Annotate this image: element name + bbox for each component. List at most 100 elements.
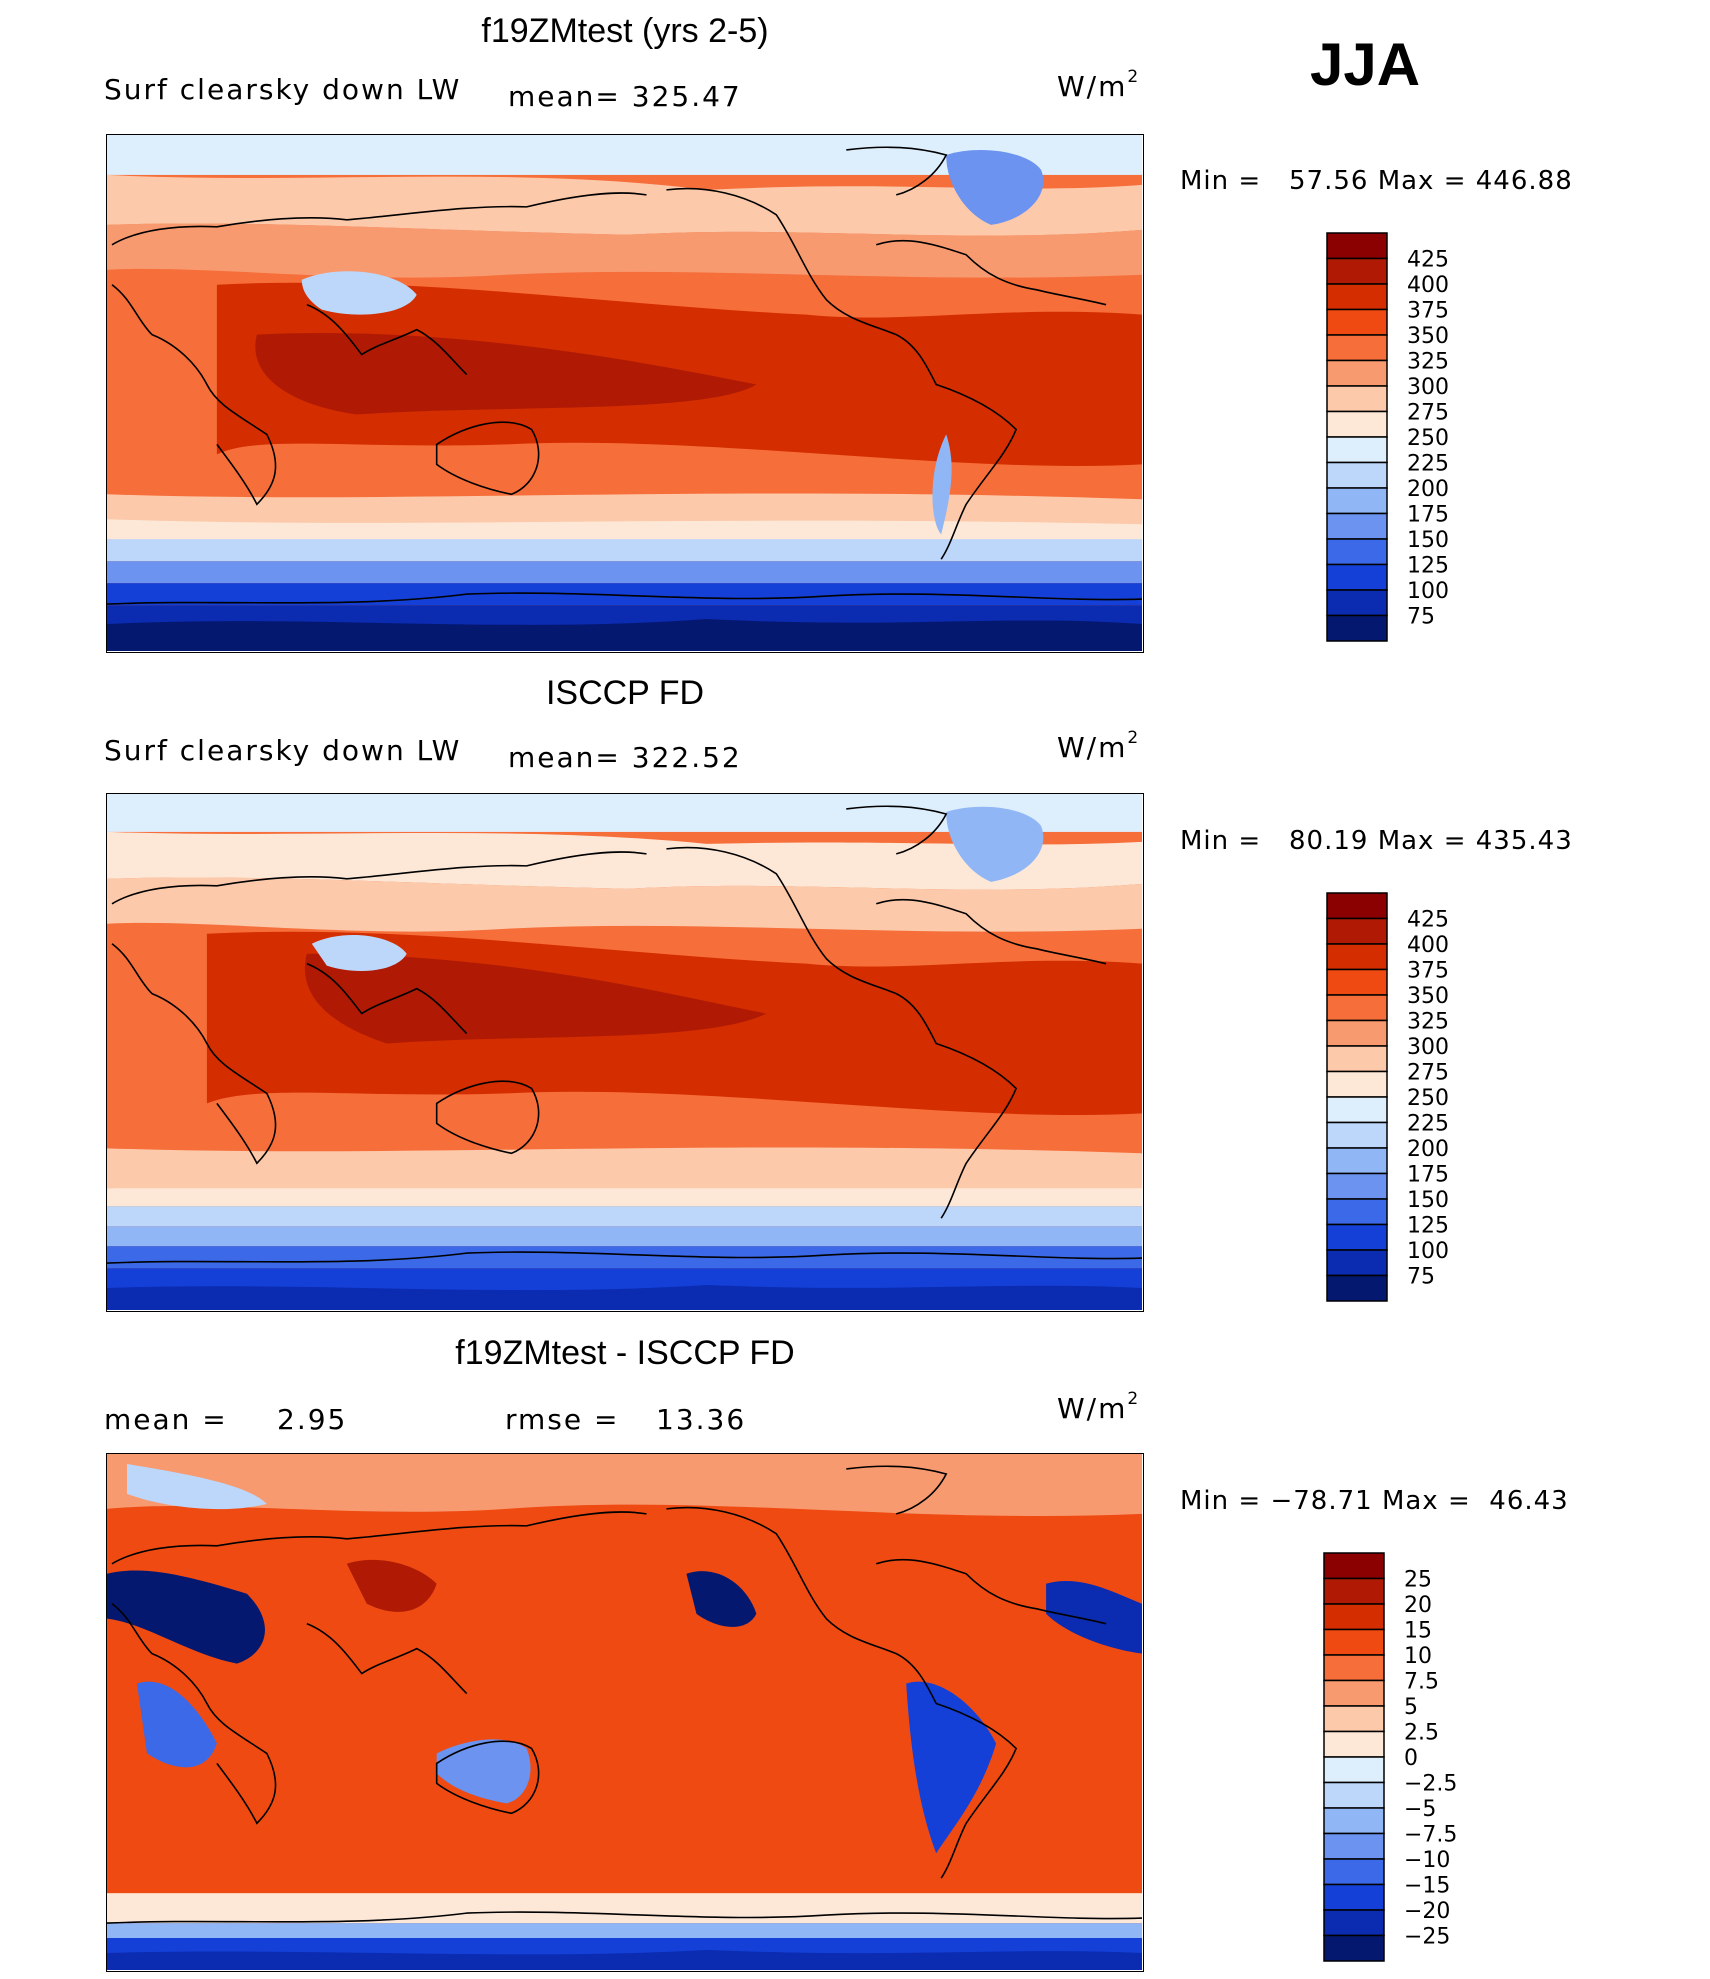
colorbar-tick-label: 150 bbox=[1407, 1188, 1449, 1213]
colorbar-box bbox=[1323, 1858, 1385, 1886]
colorbar-box bbox=[1326, 436, 1388, 464]
panel3-map-svg bbox=[107, 1454, 1142, 1970]
colorbar-box bbox=[1323, 1730, 1385, 1758]
colorbar-tick-label: 100 bbox=[1407, 579, 1449, 604]
colorbar-tick-label: 250 bbox=[1407, 1086, 1449, 1111]
panel3-rmse-value: 13.36 bbox=[656, 1403, 747, 1436]
warm-pool bbox=[304, 953, 767, 1044]
units-text: W/m bbox=[1057, 731, 1128, 764]
band-south-light bbox=[107, 539, 1142, 562]
coastlines bbox=[107, 805, 1142, 1264]
colorbar-box bbox=[1326, 359, 1388, 387]
colorbar-box bbox=[1326, 994, 1388, 1022]
band-south-pale bbox=[107, 1188, 1142, 1207]
colorbar-tick-label: 75 bbox=[1407, 1265, 1435, 1290]
colorbar-tick-label: 75 bbox=[1407, 605, 1435, 630]
band-north-warm bbox=[107, 223, 1142, 278]
band-south-pale bbox=[107, 519, 1142, 545]
panel3-title: f19ZMtest - ISCCP FD bbox=[455, 1334, 795, 1372]
panel2-units: W/m2 bbox=[1057, 727, 1139, 764]
coast-australia bbox=[435, 1080, 540, 1155]
patch-south-america-cold bbox=[906, 1681, 997, 1854]
panel1-max-value: 446.88 bbox=[1475, 166, 1573, 196]
band-south-light bbox=[107, 1206, 1142, 1227]
panel3-min-value: −78.71 bbox=[1270, 1486, 1373, 1516]
band-south-blue bbox=[107, 1246, 1142, 1269]
colorbar-tick-label: 175 bbox=[1407, 503, 1449, 528]
colorbar-tick-label: 10 bbox=[1404, 1644, 1432, 1669]
coast-north-america-east bbox=[876, 1558, 1107, 1625]
colorbar-box bbox=[1326, 410, 1388, 438]
panel3-map bbox=[106, 1453, 1144, 1972]
tibet-cold bbox=[311, 935, 407, 972]
coast-antarctica bbox=[107, 1911, 1142, 1924]
patch-australia-cold bbox=[436, 1739, 531, 1804]
coast-south-asia bbox=[306, 303, 468, 376]
coast-eurasia-north bbox=[111, 851, 647, 905]
panel3-minmax: Min = −78.71 Max = 46.43 bbox=[1180, 1486, 1569, 1516]
panel2-minmax: Min = 80.19 Max = 435.43 bbox=[1180, 826, 1573, 856]
coast-arctic-islands bbox=[846, 1465, 948, 1515]
coast-south-asia bbox=[306, 962, 468, 1035]
band-south-light bbox=[107, 1923, 1142, 1939]
units-text: W/m bbox=[1057, 70, 1128, 103]
panel1-map-svg bbox=[107, 135, 1142, 651]
panel3-max-value: 46.43 bbox=[1489, 1486, 1569, 1516]
colorbar-box bbox=[1323, 1883, 1385, 1911]
coast-north-america-east bbox=[876, 239, 1107, 306]
coastlines bbox=[107, 1465, 1142, 1924]
colorbar-box bbox=[1326, 1274, 1388, 1302]
colorbar-tick-label: 375 bbox=[1407, 959, 1449, 984]
colorbar-tick-label: 350 bbox=[1407, 324, 1449, 349]
colorbar-box bbox=[1323, 1756, 1385, 1784]
colorbar-box bbox=[1323, 1807, 1385, 1835]
coast-south-america bbox=[895, 1652, 1018, 1879]
coast-south-asia bbox=[306, 1622, 468, 1695]
colorbar-box bbox=[1326, 1172, 1388, 1200]
colorbar-box bbox=[1326, 1198, 1388, 1226]
colorbar-box bbox=[1326, 257, 1388, 285]
panel2-colorbar: 425 400 375 350 325 300 275 250 225 200 175 150 125 1… bbox=[1326, 892, 1497, 1305]
coast-south-america bbox=[895, 333, 1018, 560]
panel2-min-label: Min = bbox=[1180, 826, 1262, 856]
colorbar-tick-label: 150 bbox=[1407, 528, 1449, 553]
colorbar-box bbox=[1326, 334, 1388, 362]
colorbar-box bbox=[1326, 461, 1388, 489]
coast-australia bbox=[435, 421, 540, 496]
units-exponent: 2 bbox=[1127, 727, 1139, 748]
colorbar-box bbox=[1326, 538, 1388, 566]
panel3-mean-value: 2.95 bbox=[277, 1403, 348, 1436]
colorbar-box bbox=[1323, 1603, 1385, 1631]
panel3-min-label: Min = bbox=[1180, 1486, 1262, 1516]
panel1-max-label: Max = bbox=[1377, 166, 1467, 196]
andes-cold bbox=[932, 434, 952, 535]
band-south-mid bbox=[107, 1147, 1142, 1194]
colorbar-tick-label: 100 bbox=[1407, 1239, 1449, 1264]
colorbar-tick-label: 175 bbox=[1407, 1163, 1449, 1188]
coast-africa bbox=[111, 284, 277, 506]
colorbar-box bbox=[1326, 1045, 1388, 1073]
panel1-min-label: Min = bbox=[1180, 166, 1262, 196]
colorbar-tick-label: −15 bbox=[1404, 1874, 1450, 1899]
panel3-units: W/m2 bbox=[1057, 1389, 1138, 1425]
coast-antarctica bbox=[107, 592, 1142, 605]
colorbar-tick-label: 250 bbox=[1407, 426, 1449, 451]
colorbar-box bbox=[1326, 1070, 1388, 1098]
colorbar-tick-label: 0 bbox=[1404, 1746, 1418, 1771]
antarctic-core bbox=[107, 1950, 1142, 1970]
panel1-title: f19ZMtest (yrs 2-5) bbox=[481, 12, 769, 50]
panel2-subtitle: Surf clearsky down LW bbox=[104, 734, 462, 767]
field-base bbox=[107, 1454, 1142, 1970]
coast-arctic-islands bbox=[846, 146, 948, 196]
colorbar-tick-label: 125 bbox=[1407, 554, 1449, 579]
band-south-pale bbox=[107, 1893, 1142, 1924]
colorbar-tick-label: 5 bbox=[1404, 1695, 1418, 1720]
colorbar-tick-label: −20 bbox=[1404, 1899, 1450, 1924]
patch-africa-cold bbox=[136, 1681, 217, 1768]
colorbar-tick-label: 25 bbox=[1404, 1568, 1432, 1593]
band-south-mid-blue bbox=[107, 561, 1142, 584]
panel2-min-value: 80.19 bbox=[1288, 826, 1369, 856]
colorbar-box bbox=[1326, 917, 1388, 945]
colorbar-tick-label: 275 bbox=[1407, 401, 1449, 426]
colorbar-tick-label: −5 bbox=[1404, 1797, 1436, 1822]
